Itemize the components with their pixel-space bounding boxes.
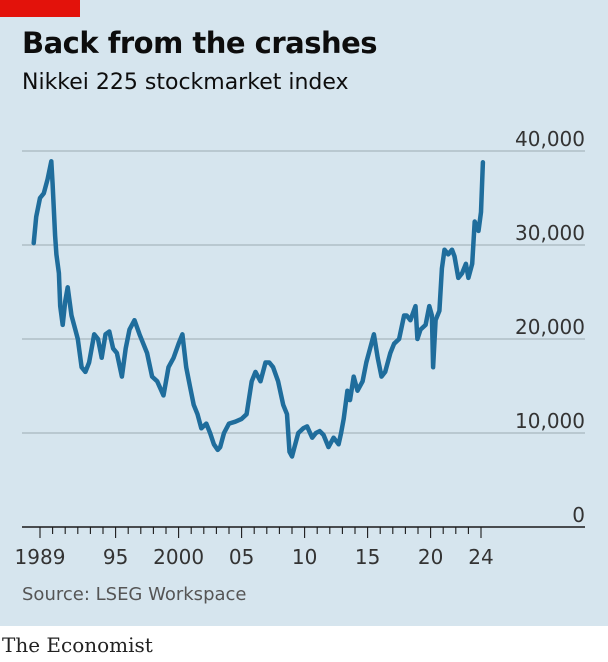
x-tick-label: 1989 bbox=[15, 545, 66, 569]
chart-panel bbox=[0, 0, 608, 626]
chart-svg: 0 10,000 20,000 30,000 40,000 1989 95 2000 05 10… bbox=[15, 127, 585, 569]
x-tick-label: 2000 bbox=[153, 545, 204, 569]
x-tick-label: 15 bbox=[355, 545, 380, 569]
chart-title: Back from the crashes bbox=[22, 26, 378, 60]
x-tick-label: 24 bbox=[468, 545, 493, 569]
y-tick-label: 10,000 bbox=[515, 409, 585, 433]
grid-lines bbox=[22, 150, 585, 434]
x-axis bbox=[22, 526, 585, 538]
x-tick-label: 10 bbox=[292, 545, 317, 569]
y-tick-label: 30,000 bbox=[515, 221, 585, 245]
brand-wordmark: The Economist bbox=[2, 633, 153, 657]
y-tick-labels: 0 10,000 20,000 30,000 40,000 bbox=[515, 127, 585, 527]
x-tick-label: 05 bbox=[229, 545, 254, 569]
source-note: Source: LSEG Workspace bbox=[22, 584, 247, 605]
y-tick-label: 40,000 bbox=[515, 127, 585, 151]
x-tick-label: 95 bbox=[103, 545, 128, 569]
series-line-nikkei bbox=[31, 159, 486, 459]
chart-subtitle: Nikkei 225 stockmarket index bbox=[22, 70, 349, 95]
x-tick-labels: 1989 95 2000 05 10 15 20 24 bbox=[15, 545, 494, 569]
y-tick-label: 20,000 bbox=[515, 315, 585, 339]
brand-red-tag bbox=[0, 0, 80, 17]
y-tick-label: 0 bbox=[572, 503, 585, 527]
x-tick-label: 20 bbox=[418, 545, 443, 569]
